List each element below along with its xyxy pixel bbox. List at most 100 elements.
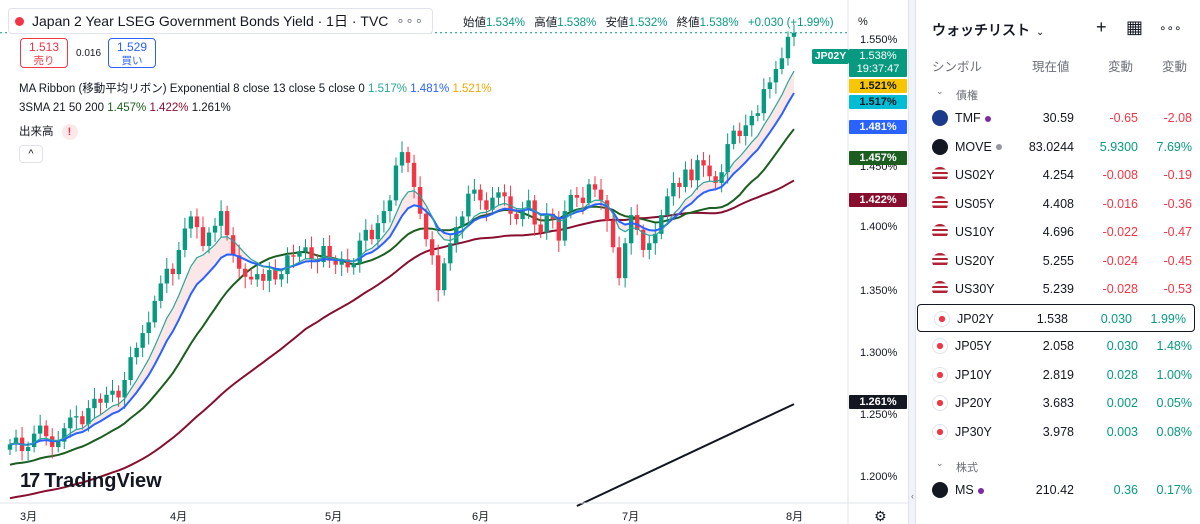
watchlist-title-button[interactable]: ウォッチリスト ⌄ (932, 20, 1044, 40)
x-tick-may: 5月 (325, 511, 343, 523)
watchlist-row[interactable]: MOVE 83.0244 5.9300 7.69% (916, 133, 1200, 161)
ma-ribbon-legend[interactable]: MA Ribbon (移動平均リボン) Exponential 8 close … (19, 80, 491, 96)
us-flag-icon (932, 224, 948, 240)
low-label: 安値 (605, 17, 629, 29)
section-header[interactable]: ⌄ 債権 (916, 84, 1200, 104)
row-change: 0.030 (1106, 339, 1138, 353)
watchlist-row[interactable]: US02Y 4.254 -0.008 -0.19 (916, 161, 1200, 189)
row-change: -0.028 (1102, 282, 1138, 296)
row-symbol: US30Y (955, 282, 995, 296)
tradingview-logo[interactable]: 17 TradingView (20, 470, 162, 493)
candle-body (641, 229, 646, 250)
chart-settings-icon[interactable]: ⚙ (874, 508, 887, 524)
low-value: 1.532% (628, 17, 668, 29)
row-symbol: US10Y (955, 225, 995, 239)
row-symbol: US20Y (955, 253, 995, 268)
candle-body (182, 228, 188, 250)
candle-body (725, 144, 730, 173)
scroll-arrow-icon[interactable]: ‹ (911, 491, 914, 501)
watchlist-row[interactable]: MS 210.42 0.36 0.17% (916, 476, 1200, 504)
watchlist-row[interactable]: JP02Y 1.538 0.030 1.99% (917, 303, 1195, 332)
jp-flag-icon (932, 395, 948, 411)
candle-body (411, 162, 417, 187)
chart-pane[interactable]: Japan 2 Year LSEG Government Bonds Yield… (0, 0, 908, 524)
candle-body (327, 245, 332, 261)
volume-legend[interactable]: 出来高! (19, 123, 78, 140)
candle-body (737, 130, 742, 137)
more-options-icon[interactable]: ∘∘∘ (396, 13, 424, 28)
open-value: 1.534% (486, 17, 526, 29)
panel-divider[interactable] (908, 0, 916, 524)
watchlist-row[interactable]: TMF 30.59 -0.65 -2.08 (916, 104, 1200, 132)
row-last: 3.683 (1042, 396, 1074, 410)
sma-legend[interactable]: 3SMA 21 50 200 1.457% 1.422% 1.261% (19, 102, 231, 114)
candle-body (683, 169, 688, 187)
row-symbol: JP10Y (955, 367, 992, 382)
layout-icon[interactable]: ▦ (1126, 17, 1144, 37)
candle-body (218, 211, 224, 226)
high-value: 1.538% (557, 17, 597, 29)
ma-ribbon-value-3: 1.521% (452, 83, 492, 95)
candle-body (767, 82, 773, 90)
y-tick-1250: 1.250% (860, 409, 898, 421)
watchlist-row[interactable]: US30Y 5.239 -0.028 -0.53 (916, 275, 1200, 303)
candle-body (731, 130, 736, 145)
watchlist-row[interactable]: JP20Y 3.683 0.002 0.05% (916, 389, 1200, 417)
candle-body (285, 255, 290, 275)
section-header[interactable]: ⌄ 株式 (916, 456, 1200, 476)
candle-body (267, 270, 272, 281)
candle-body (707, 165, 712, 177)
watchlist-row[interactable]: JP05Y 2.058 0.030 1.48% (916, 332, 1200, 360)
row-change-pct: -0.53 (1163, 282, 1193, 296)
candle-body (502, 192, 507, 197)
watchlist-row[interactable]: JP30Y 3.978 0.003 0.08% (916, 418, 1200, 446)
symbol-title[interactable]: Japan 2 Year LSEG Government Bonds Yield… (8, 8, 433, 34)
watchlist-row[interactable]: US20Y 5.255 -0.024 -0.45 (916, 247, 1200, 275)
buy-price: 1.529 (116, 40, 148, 54)
col-change[interactable]: 変動 (1108, 60, 1134, 74)
candle-body (333, 260, 338, 265)
candle-body (146, 322, 151, 334)
chevron-down-icon: ⌄ (936, 86, 944, 96)
candle-body (339, 259, 344, 265)
row-symbol: MS (955, 483, 984, 497)
index-icon (932, 138, 948, 155)
sell-button[interactable]: 1.513 売り (20, 38, 68, 68)
candle-body (140, 333, 145, 348)
high-label: 高値 (534, 17, 558, 29)
x-tick-mar: 3月 (20, 511, 38, 523)
row-symbol: MOVE (955, 140, 1002, 154)
candle-body (176, 249, 182, 275)
candle-body (635, 215, 640, 230)
watchlist-row[interactable]: JP10Y 2.819 0.028 1.00% (916, 361, 1200, 389)
more-icon[interactable]: ∘∘∘ (1159, 21, 1182, 35)
row-symbol: US02Y (955, 168, 995, 182)
candle-body (37, 425, 43, 434)
candle-body (460, 216, 465, 228)
watchlist-panel: ウォッチリスト ⌄ + ▦ ∘∘∘ シンボル 現在値 変動 変動 ⌄ 債権 TMF 30… (916, 0, 1200, 524)
watchlist-row[interactable]: US05Y 4.408 -0.016 -0.36 (916, 190, 1200, 218)
candle-body (291, 255, 296, 257)
collapse-legend-button[interactable]: ^ (19, 145, 43, 163)
sma21-line (9, 128, 795, 466)
col-change-pct[interactable]: 変動 (1162, 60, 1188, 74)
add-symbol-icon[interactable]: + (1096, 17, 1107, 37)
row-last: 4.408 (1042, 196, 1074, 211)
us-flag-icon (932, 167, 948, 183)
ema8-line (9, 70, 795, 446)
ma-ribbon-fill (10, 71, 794, 446)
col-symbol[interactable]: シンボル (932, 60, 983, 74)
sma200-line (576, 403, 795, 507)
sell-price: 1.513 (28, 40, 60, 54)
row-change-pct: 0.17% (1156, 483, 1192, 497)
price-chart[interactable] (0, 0, 908, 524)
candle-body (405, 152, 411, 163)
buy-button[interactable]: 1.529 買い (108, 38, 156, 68)
sma-value-3: 1.261% (191, 102, 231, 114)
warning-icon[interactable]: ! (61, 124, 78, 140)
watchlist-row[interactable]: US10Y 4.696 -0.022 -0.47 (916, 218, 1200, 246)
jp-flag-icon (932, 423, 948, 440)
price-tag-ema-a: 1.521% (849, 79, 907, 93)
candle-body (80, 416, 85, 425)
col-last[interactable]: 現在値 (1032, 60, 1070, 74)
